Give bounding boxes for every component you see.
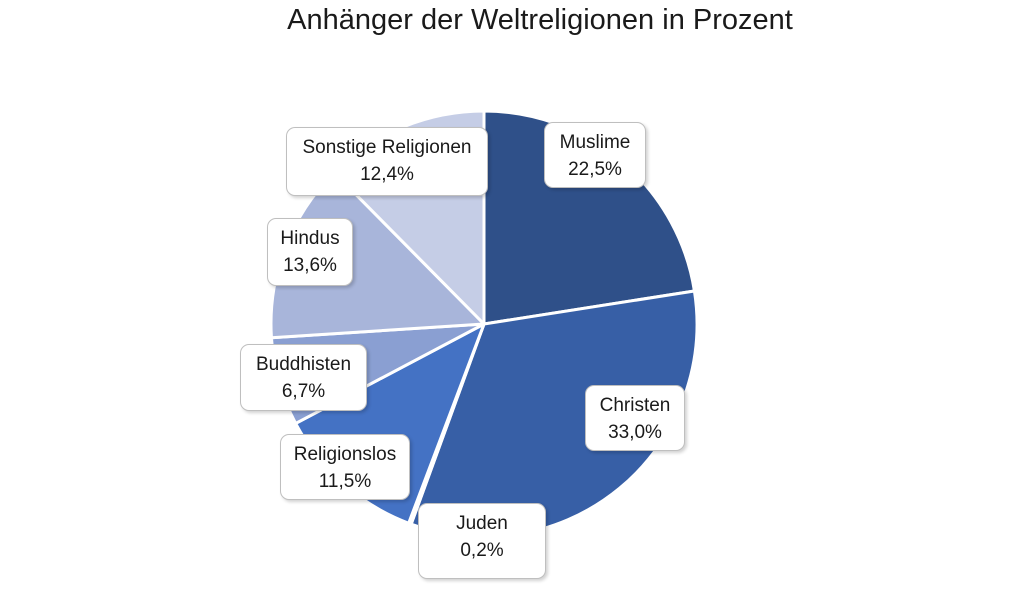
data-label-value: 6,7% [281, 381, 326, 402]
data-label-juden: Juden 0,2% [418, 503, 546, 579]
data-label-value: 12,4% [360, 164, 414, 185]
data-label-muslime: Muslime 22,5% [544, 122, 646, 188]
data-label-category: Christen [599, 395, 671, 416]
data-label-category: Sonstige Religionen [302, 137, 472, 158]
data-label-category: Buddhisten [255, 354, 352, 375]
data-label-christen: Christen 33,0% [585, 385, 685, 451]
data-label-sonstige-religionen: Sonstige Religionen 12,4% [286, 127, 488, 196]
data-label-category: Juden [456, 513, 508, 534]
data-label-value: 33,0% [608, 422, 662, 443]
data-label-buddhisten: Buddhisten 6,7% [240, 344, 367, 411]
data-label-value: 0,2% [460, 540, 504, 561]
data-label-category: Muslime [559, 132, 631, 153]
data-label-category: Religionslos [293, 444, 397, 465]
data-label-hindus: Hindus 13,6% [267, 218, 353, 286]
chart-title: Anhänger der Weltreligionen in Prozent [287, 4, 793, 36]
data-label-value: 13,6% [283, 255, 337, 276]
data-label-religionslos: Religionslos 11,5% [280, 434, 410, 500]
data-label-value: 11,5% [318, 471, 372, 492]
data-label-value: 22,5% [568, 159, 622, 180]
data-label-category: Hindus [280, 228, 340, 249]
